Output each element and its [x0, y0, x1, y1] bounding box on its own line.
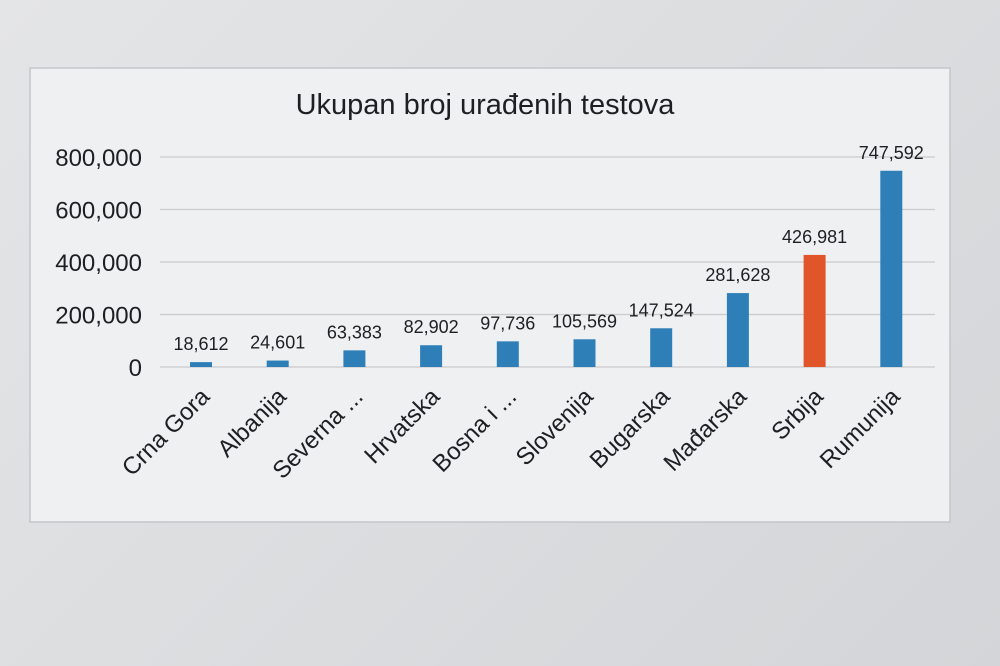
y-tick-label: 200,000 [55, 303, 142, 330]
data-label: 747,592 [859, 143, 924, 163]
data-label: 147,524 [629, 300, 694, 320]
y-tick-label: 800,000 [55, 145, 142, 172]
data-label: 24,601 [250, 333, 305, 353]
data-label: 63,383 [327, 322, 382, 342]
data-label: 105,569 [552, 311, 617, 331]
bars [190, 170, 903, 367]
y-tick-label: 0 [129, 355, 142, 382]
bar-crna-gora [190, 362, 212, 367]
bar-bugarska [650, 328, 673, 367]
bar-albanija [266, 360, 289, 367]
y-tick-label: 600,000 [55, 198, 142, 225]
bar-slovenija [573, 339, 596, 367]
data-label: 281,628 [705, 265, 770, 285]
data-label: 426,981 [782, 227, 847, 247]
bar-srbija [803, 254, 826, 367]
bar-bosna-i [496, 341, 519, 367]
chart-title: Ukupan broj urađenih testova [296, 89, 676, 121]
data-label: 97,736 [480, 313, 535, 333]
bar-severna [343, 350, 366, 367]
data-label: 18,612 [173, 334, 228, 354]
data-labels: 18,612 24,601 63,383 82,902 97,736 105,569 147… [173, 143, 923, 354]
bar-hrvatska [420, 345, 443, 367]
y-tick-label: 400,000 [55, 250, 142, 277]
y-axis-tick-labels: 0 200,000 400,000 600,000 800,000 [55, 145, 142, 382]
bar-ma-arska [726, 293, 749, 367]
data-label: 82,902 [404, 317, 459, 337]
bar-rumunija [880, 170, 903, 367]
chart-frame [29, 67, 951, 523]
